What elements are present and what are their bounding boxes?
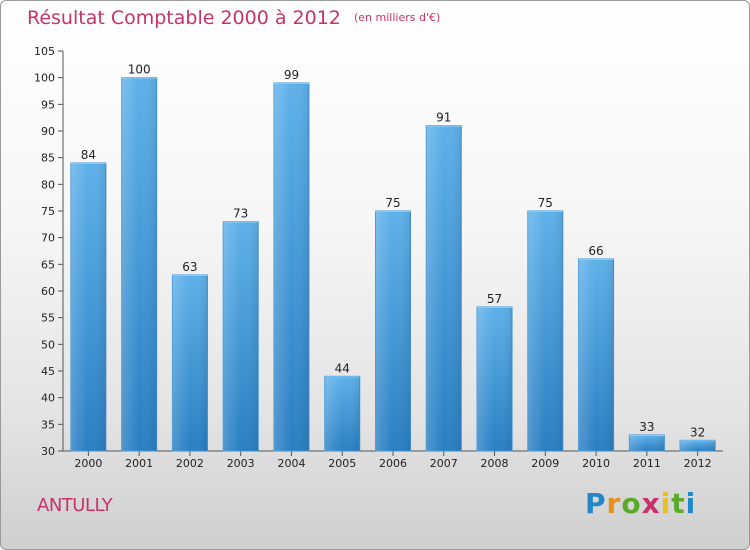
value-label-2007: 91: [436, 111, 451, 125]
bar-shine-2012: [680, 440, 716, 451]
x-axis: 2000 2001 2002 2003 2004 2005 2006 2007 2008 2009…: [63, 450, 723, 470]
logo-letter: x: [641, 487, 661, 520]
logo-letter: t: [671, 487, 686, 520]
y-tick-label: 70: [41, 232, 55, 245]
logo-letter: P: [585, 487, 607, 520]
bar-shine-2006: [375, 211, 411, 451]
x-tick-label: 2006: [379, 457, 407, 470]
y-tick-label: 35: [41, 418, 55, 431]
x-tick-label: 2009: [531, 457, 559, 470]
value-labels-group: 84 100 63 73 99 44 75 91 57 75 66 33 32: [81, 63, 706, 440]
commune-name: ANTULLY: [37, 495, 113, 516]
bar-shine-2005: [324, 376, 360, 451]
bar-shine-2011: [629, 435, 665, 451]
y-tick-label: 40: [41, 392, 55, 405]
bar-shine-2004: [273, 83, 309, 451]
bar-shine-2003: [223, 221, 259, 451]
bar-shine-2009: [527, 211, 563, 451]
bar-shine-2008: [477, 307, 513, 451]
bar-shine-2000: [70, 163, 106, 451]
y-tick-label: 50: [41, 338, 55, 351]
bar-shine-2002: [172, 275, 208, 451]
proxiti-logo[interactable]: Proxiti: [585, 487, 696, 520]
y-tick-label: 95: [41, 98, 55, 111]
value-label-2009: 75: [538, 196, 553, 210]
value-label-2003: 73: [233, 207, 248, 221]
y-tick-label: 45: [41, 365, 55, 378]
x-tick-label: 2000: [74, 457, 102, 470]
y-tick-label: 85: [41, 152, 55, 165]
bar-shine-2010: [578, 259, 614, 451]
value-label-2000: 84: [81, 148, 96, 162]
y-tick-label: 30: [41, 445, 55, 458]
logo-letter: i: [685, 487, 697, 520]
y-tick-label: 90: [41, 125, 55, 138]
value-label-2005: 44: [335, 361, 350, 375]
bar-shine-2007: [426, 125, 462, 452]
bar-shine-2001: [121, 77, 157, 452]
x-tick-label: 2008: [481, 457, 509, 470]
value-label-2006: 75: [385, 196, 400, 210]
y-tick-label: 75: [41, 205, 55, 218]
logo-letter: o: [621, 487, 642, 520]
value-label-2008: 57: [487, 292, 502, 306]
x-tick-label: 2010: [582, 457, 610, 470]
value-label-2012: 32: [690, 425, 705, 439]
chart-subtitle: (en milliers d'€): [353, 11, 441, 24]
x-tick-label: 2001: [125, 457, 153, 470]
value-label-2010: 66: [588, 244, 603, 258]
y-tick-label: 80: [41, 178, 55, 191]
x-tick-label: 2002: [176, 457, 204, 470]
y-tick-label: 105: [34, 45, 55, 58]
y-tick-label: 60: [41, 285, 55, 298]
chart-title: Résultat Comptable 2000 à 2012: [27, 7, 341, 29]
x-tick-label: 2005: [328, 457, 356, 470]
y-axis: 30 35 40 45 50 55 60 65 70 75 80 85 90 95 100 105: [34, 45, 64, 458]
y-tick-label: 55: [41, 312, 55, 325]
value-label-2001: 100: [128, 63, 151, 77]
logo-letter: i: [660, 487, 672, 520]
x-tick-label: 2007: [430, 457, 458, 470]
y-tick-label: 65: [41, 258, 55, 271]
title-row: Résultat Comptable 2000 à 2012 (en milli…: [27, 7, 440, 29]
x-tick-label: 2003: [227, 457, 255, 470]
value-label-2011: 33: [639, 420, 654, 434]
logo-letter: r: [606, 487, 622, 520]
value-label-2004: 99: [284, 68, 299, 82]
x-tick-label: 2004: [277, 457, 305, 470]
value-label-2002: 63: [182, 260, 197, 274]
bars-group: [70, 77, 716, 452]
x-tick-label: 2011: [633, 457, 661, 470]
x-tick-label: 2012: [684, 457, 712, 470]
y-tick-label: 100: [34, 72, 55, 85]
